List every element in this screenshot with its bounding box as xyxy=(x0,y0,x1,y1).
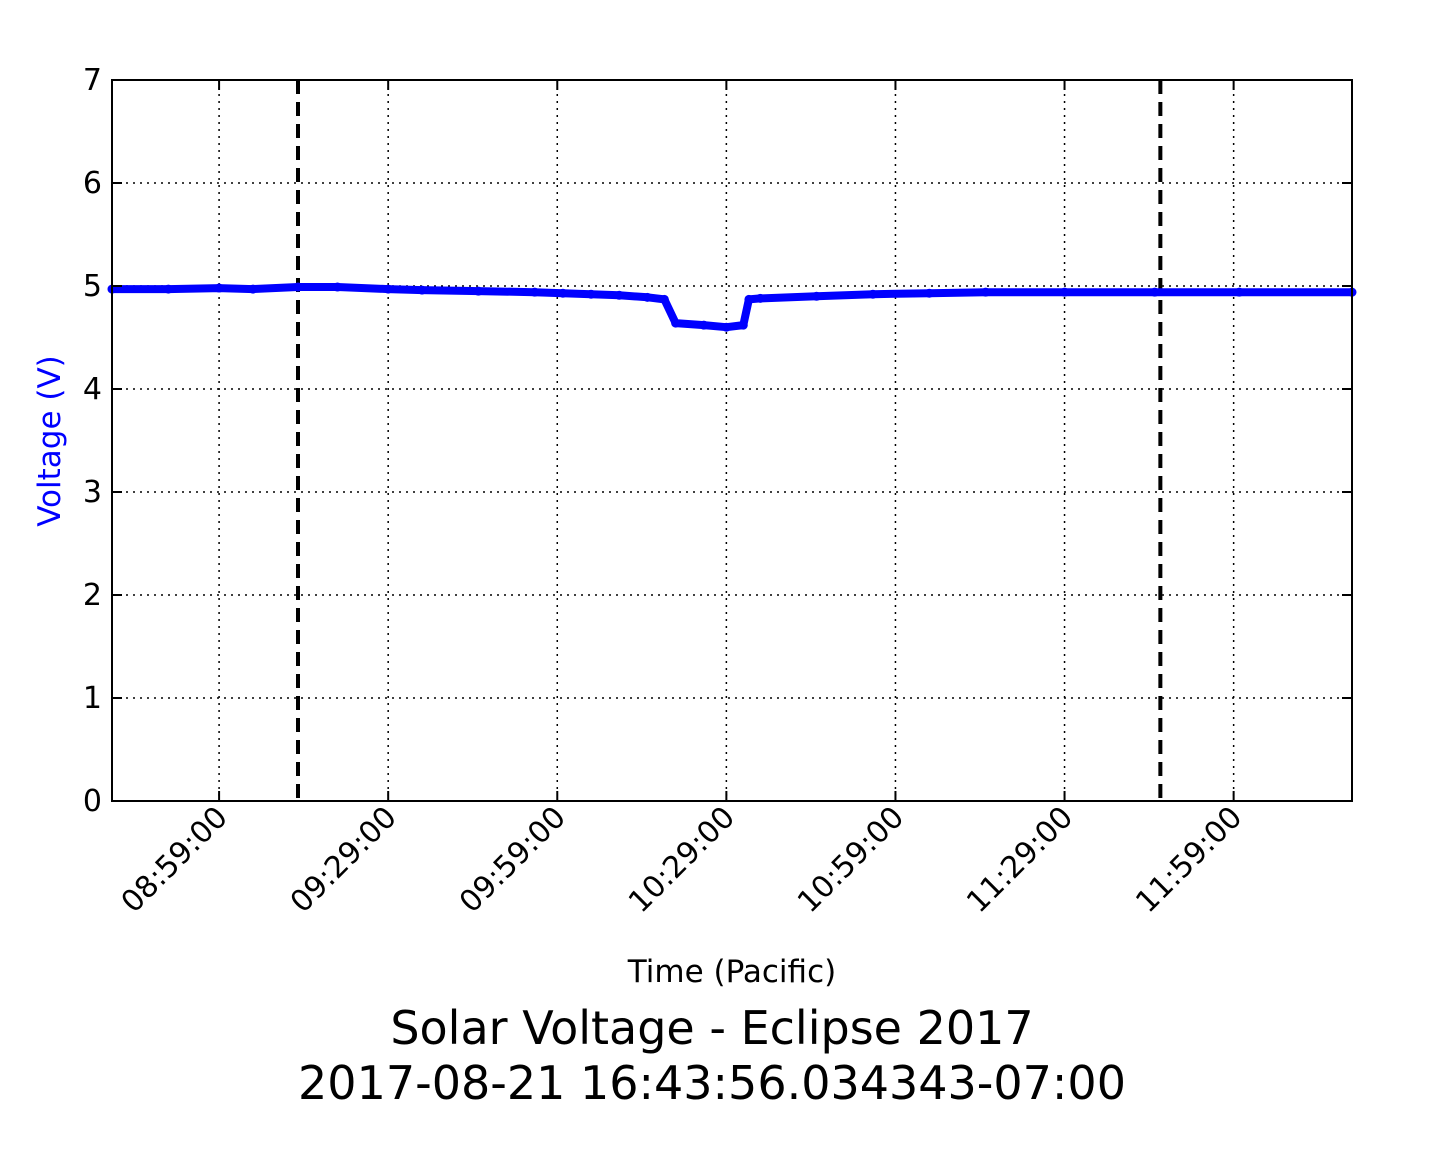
grid xyxy=(112,79,1352,802)
voltage-point xyxy=(163,284,173,294)
y-tick-label: 3 xyxy=(83,475,102,510)
voltage-point xyxy=(214,283,224,293)
voltage-point xyxy=(755,293,765,303)
voltage-point xyxy=(558,288,568,298)
series-layer xyxy=(107,282,1357,332)
voltage-point xyxy=(659,294,669,304)
voltage-point xyxy=(1234,287,1244,297)
voltage-point xyxy=(812,291,822,301)
y-axis: 0 1 2 3 4 5 6 7 xyxy=(83,63,1352,819)
voltage-point xyxy=(642,292,652,302)
voltage-point xyxy=(417,285,427,295)
voltage-point xyxy=(981,287,991,297)
voltage-point xyxy=(614,290,624,300)
voltage-point xyxy=(699,320,709,330)
y-tick-label: 5 xyxy=(83,269,102,304)
y-axis-label: Voltage (V) xyxy=(32,355,68,527)
x-axis-label: Time (Pacific) xyxy=(627,954,836,990)
voltage-point xyxy=(671,318,681,328)
chart-subtitle: 2017-08-21 16:43:56.034343-07:00 xyxy=(298,1056,1126,1110)
voltage-point xyxy=(738,320,748,330)
y-tick-label: 7 xyxy=(83,63,102,98)
y-tick-label: 6 xyxy=(83,166,102,201)
voltage-point xyxy=(1060,287,1070,297)
chart-title: Solar Voltage - Eclipse 2017 xyxy=(390,1001,1033,1055)
voltage-point xyxy=(868,289,878,299)
plot-frame xyxy=(111,79,1353,802)
voltage-point xyxy=(383,284,393,294)
y-tick-label: 1 xyxy=(83,681,102,716)
voltage-point xyxy=(586,289,596,299)
voltage-point xyxy=(248,284,258,294)
reference-lines xyxy=(296,80,1163,801)
voltage-point xyxy=(473,286,483,296)
voltage-point xyxy=(744,294,754,304)
voltage-point xyxy=(293,282,303,292)
voltage-point xyxy=(530,287,540,297)
y-tick-label: 0 xyxy=(83,784,102,819)
voltage-point xyxy=(1150,287,1160,297)
voltage-point xyxy=(721,322,731,332)
voltage-point xyxy=(332,282,342,292)
voltage-point xyxy=(924,288,934,298)
y-tick-label: 2 xyxy=(83,578,102,613)
y-tick-label: 4 xyxy=(83,372,102,407)
